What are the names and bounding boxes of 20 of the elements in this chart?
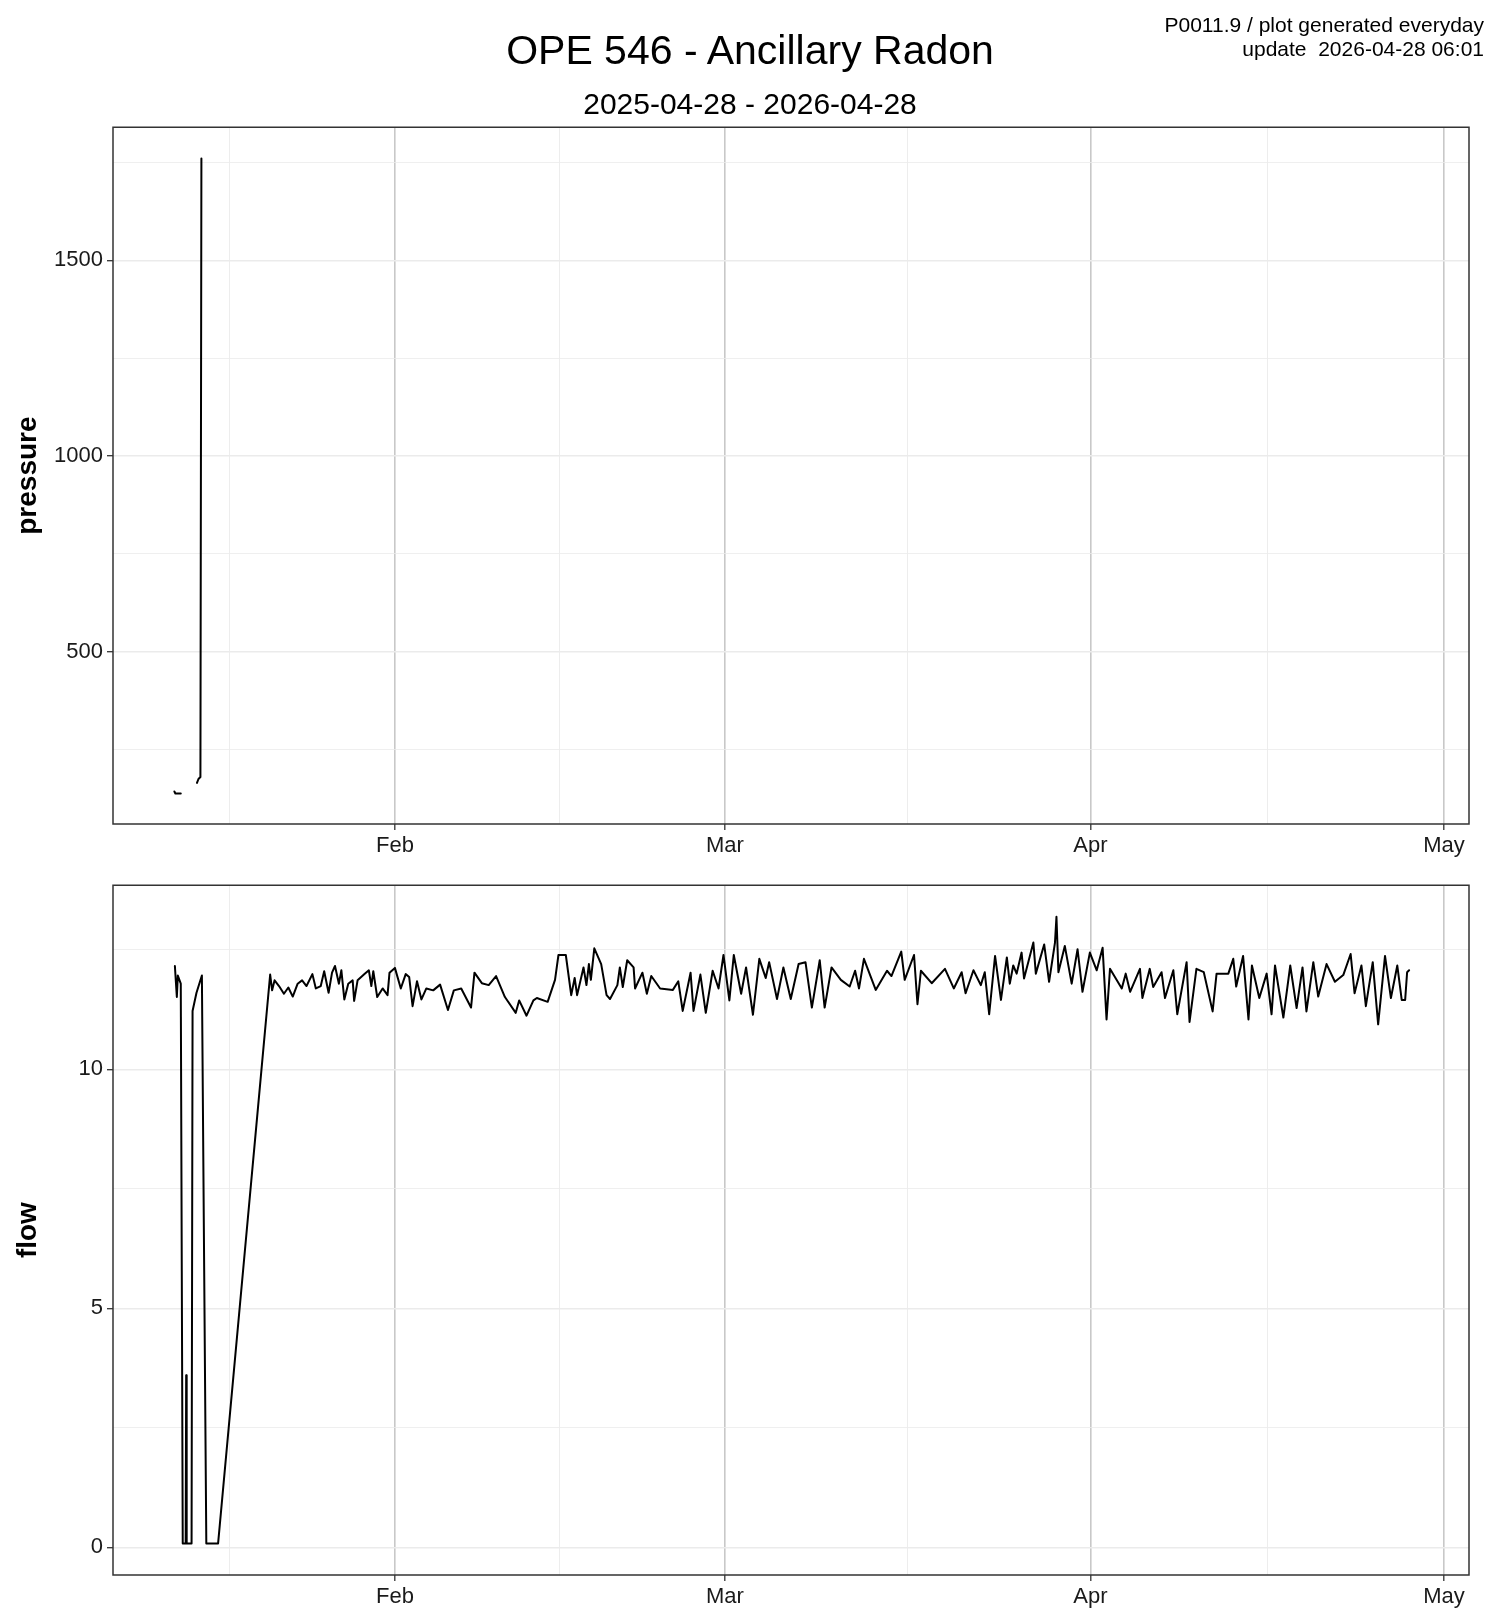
x-tick-label: Apr [1073, 1583, 1108, 1609]
chart-subtitle: 2025-04-28 - 2026-04-28 [583, 87, 917, 120]
y-axis-title: pressure [10, 416, 42, 535]
y-tick-label: 0 [90, 1533, 103, 1559]
x-tick-label: Mar [706, 832, 744, 858]
text: P0011.9 / plot generated everyday [1164, 13, 1484, 36]
x-tick-label: May [1423, 1583, 1465, 1609]
y-tick-label: 1000 [54, 442, 103, 468]
text: update 2026-04-28 06:01 [1242, 37, 1484, 60]
x-tick-label: Mar [706, 1583, 744, 1609]
y-tick-label: 500 [66, 637, 103, 663]
y-tick-label: 5 [90, 1294, 103, 1320]
y-axis-title: flow [10, 1201, 42, 1259]
x-tick-label: Feb [375, 832, 414, 858]
y-tick-label: 1500 [54, 246, 103, 272]
chart-title: OPE 546 - Ancillary Radon [506, 27, 994, 73]
x-tick-label: Feb [375, 1583, 414, 1609]
x-tick-label: May [1423, 832, 1465, 858]
x-tick-label: Apr [1073, 832, 1108, 858]
y-tick-label: 10 [78, 1055, 103, 1081]
